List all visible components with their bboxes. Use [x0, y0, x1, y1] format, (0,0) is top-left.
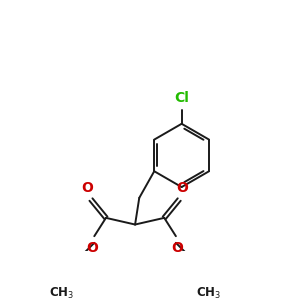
Text: O: O	[177, 181, 188, 195]
Text: O: O	[82, 181, 94, 195]
Text: Cl: Cl	[174, 91, 189, 105]
Text: CH$_3$: CH$_3$	[49, 286, 74, 300]
Text: O: O	[87, 241, 99, 255]
Text: CH$_3$: CH$_3$	[196, 286, 221, 300]
Text: O: O	[172, 241, 184, 255]
